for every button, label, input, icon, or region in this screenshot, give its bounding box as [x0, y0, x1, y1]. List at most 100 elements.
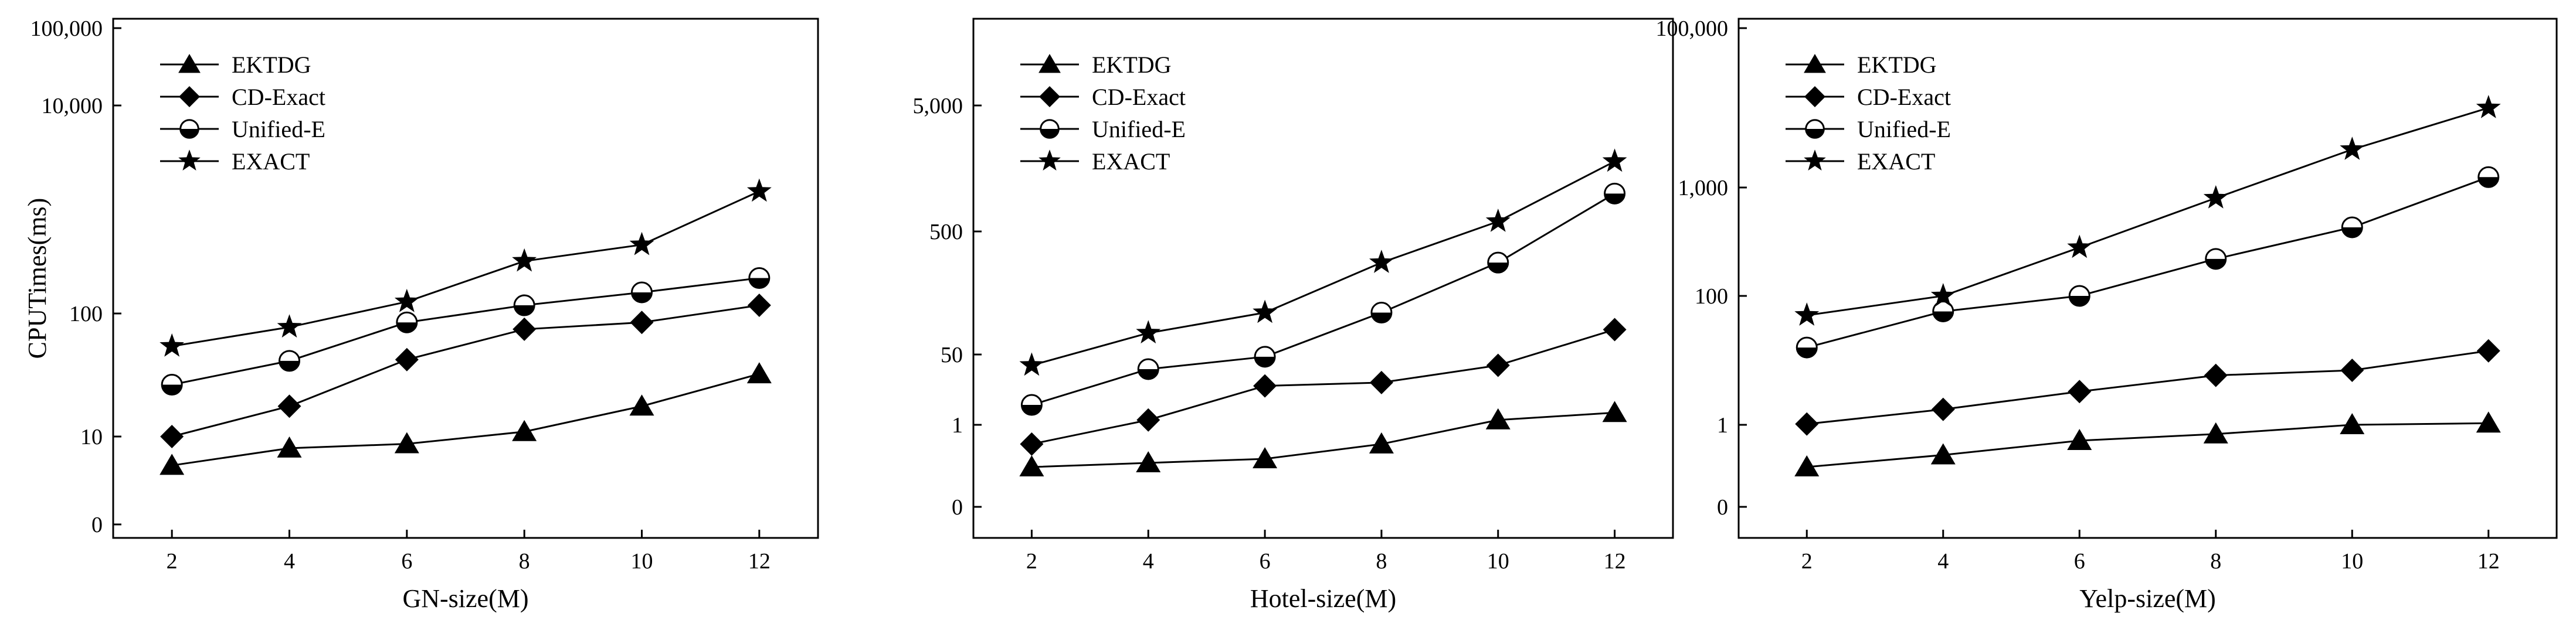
data-point-half-filled-circle-icon: [2477, 166, 2500, 188]
data-point-star-icon: [512, 248, 537, 272]
y-tick-label: 50: [941, 343, 963, 367]
series-line: [1806, 176, 2489, 349]
x-tick-label: 6: [2074, 549, 2085, 574]
legend-item: EXACT: [1786, 148, 1935, 175]
legend-item: Unified-E: [160, 116, 325, 142]
data-point-half-filled-circle-icon: [2068, 285, 2090, 307]
legend-half-filled-circle-icon: [179, 119, 199, 139]
x-tick-label: 10: [1487, 549, 1509, 574]
series-line: [1031, 161, 1615, 366]
y-tick-label: 1,000: [1678, 176, 1729, 200]
data-point-half-filled-circle-icon: [748, 267, 771, 289]
data-point-diamond-icon: [1369, 370, 1393, 394]
data-point-half-filled-circle-icon: [1370, 302, 1393, 324]
data-point-half-filled-circle-icon: [513, 294, 535, 316]
y-tick-label: 1: [1717, 413, 1728, 438]
legend-label: Unified-E: [232, 116, 325, 142]
x-tick-label: 12: [748, 549, 771, 574]
x-tick-label: 12: [1604, 549, 1626, 574]
legend-item: EKTDG: [1020, 52, 1172, 78]
data-point-star-icon: [1019, 352, 1044, 376]
data-point-diamond-icon: [395, 347, 419, 371]
data-point-half-filled-circle-icon: [1137, 358, 1159, 380]
legend-item: EKTDG: [160, 52, 311, 78]
legend: EKTDG CD-Exact Unified-E EXACT: [1020, 52, 1186, 175]
data-point-half-filled-circle-icon: [1796, 336, 1818, 359]
data-point-diamond-icon: [2068, 380, 2092, 404]
chart-panel-hotel: 2 4 6 8 10 12 0 1 50 500 5,000 Hotel-size(M) EKTDG CD…: [913, 18, 1674, 613]
data-point-triangle-icon: [1602, 401, 1627, 422]
series-line: [1031, 411, 1615, 468]
series-line: [171, 373, 760, 466]
data-point-half-filled-circle-icon: [161, 374, 183, 396]
data-point-diamond-icon: [747, 294, 771, 318]
series-cd-exact: [1795, 339, 2500, 436]
y-tick-label: 100: [69, 302, 103, 326]
legend-item: Unified-E: [1786, 116, 1951, 142]
series-exact: [1019, 148, 1627, 376]
data-point-triangle-icon: [2067, 428, 2092, 450]
data-point-triangle-icon: [159, 454, 185, 475]
series-unified-e: [161, 267, 771, 396]
y-tick-label: 10,000: [42, 94, 103, 118]
legend-label: EXACT: [1092, 148, 1170, 175]
data-point-diamond-icon: [630, 311, 654, 335]
series-line: [1807, 422, 2489, 468]
x-tick-label: 2: [1801, 549, 1813, 574]
legend-item: EKTDG: [1786, 52, 1937, 78]
y-tick-label: 0: [1717, 495, 1728, 520]
legend-label: CD-Exact: [232, 84, 325, 110]
data-point-triangle-icon: [512, 420, 537, 441]
data-point-half-filled-circle-icon: [2205, 248, 2227, 270]
series-exact: [159, 178, 772, 357]
legend-triangle-icon: [178, 54, 201, 73]
data-point-diamond-icon: [2476, 339, 2500, 363]
y-tick-label: 0: [91, 513, 103, 537]
series-line: [171, 190, 760, 347]
legend-label: Unified-E: [1857, 116, 1951, 142]
x-axis-label: GN-size(M): [402, 584, 528, 613]
y-tick-label: 100,000: [1656, 16, 1729, 41]
series-cd-exact: [160, 294, 771, 448]
data-point-diamond-icon: [1486, 353, 1510, 377]
data-point-half-filled-circle-icon: [1487, 251, 1509, 274]
x-axis-label: Hotel-size(M): [1250, 584, 1396, 613]
data-point-triangle-icon: [1253, 447, 1278, 469]
legend-half-filled-circle-icon: [1040, 119, 1060, 139]
x-tick-label: 12: [2477, 549, 2500, 574]
x-tick-label: 10: [2341, 549, 2363, 574]
data-point-half-filled-circle-icon: [631, 281, 653, 304]
legend-diamond-icon: [1804, 86, 1825, 107]
x-tick-label: 8: [519, 549, 530, 574]
series-line: [1807, 107, 2489, 316]
series-line: [1031, 329, 1615, 445]
legend-label: CD-Exact: [1857, 84, 1951, 110]
series-ektdg: [1794, 411, 2501, 477]
legend: EKTDG CD-Exact Unified-E EXACT: [1786, 52, 1951, 175]
x-tick-label: 4: [1937, 549, 1949, 574]
data-point-star-icon: [277, 314, 302, 338]
data-point-triangle-icon: [2340, 413, 2365, 434]
series-line: [171, 304, 760, 438]
data-point-diamond-icon: [513, 317, 537, 341]
data-point-half-filled-circle-icon: [1020, 394, 1043, 416]
plot-frame: [112, 18, 819, 539]
legend-label: EKTDG: [1857, 52, 1937, 78]
legend-star-icon: [1804, 149, 1826, 171]
data-point-triangle-icon: [1136, 451, 1161, 472]
series-ektdg: [159, 362, 772, 475]
x-tick-label: 10: [631, 549, 653, 574]
data-point-half-filled-circle-icon: [2341, 216, 2363, 238]
y-tick-label: 5,000: [913, 94, 963, 118]
x-axis-label: Yelp-size(M): [2079, 584, 2216, 613]
chart-panel-yelp: 2 4 6 8 10 12 0 1 100 1,000 100,000 Yelp-size(M) EKT…: [1656, 16, 2558, 613]
data-point-triangle-icon: [277, 436, 302, 458]
data-point-star-icon: [1253, 299, 1277, 323]
y-tick-label: 100,000: [30, 16, 103, 41]
data-point-half-filled-circle-icon: [396, 311, 418, 333]
legend-diamond-icon: [179, 86, 200, 107]
data-point-half-filled-circle-icon: [1932, 300, 1954, 322]
plot-frame: [972, 18, 1674, 539]
legend-label: EKTDG: [232, 52, 311, 78]
